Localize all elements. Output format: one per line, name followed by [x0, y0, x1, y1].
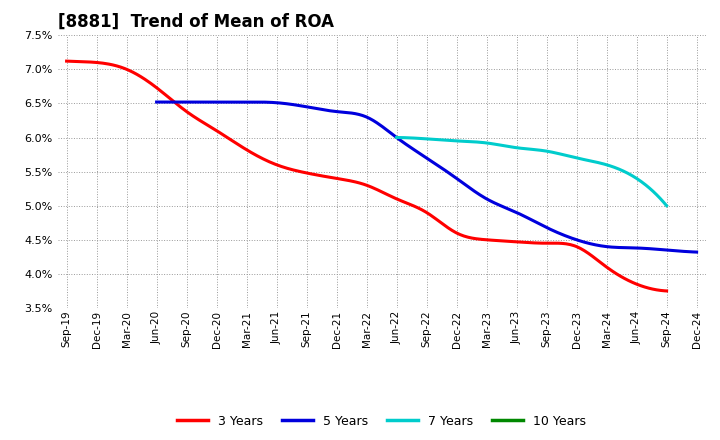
Text: [8881]  Trend of Mean of ROA: [8881] Trend of Mean of ROA: [58, 13, 333, 31]
Legend: 3 Years, 5 Years, 7 Years, 10 Years: 3 Years, 5 Years, 7 Years, 10 Years: [172, 410, 591, 433]
